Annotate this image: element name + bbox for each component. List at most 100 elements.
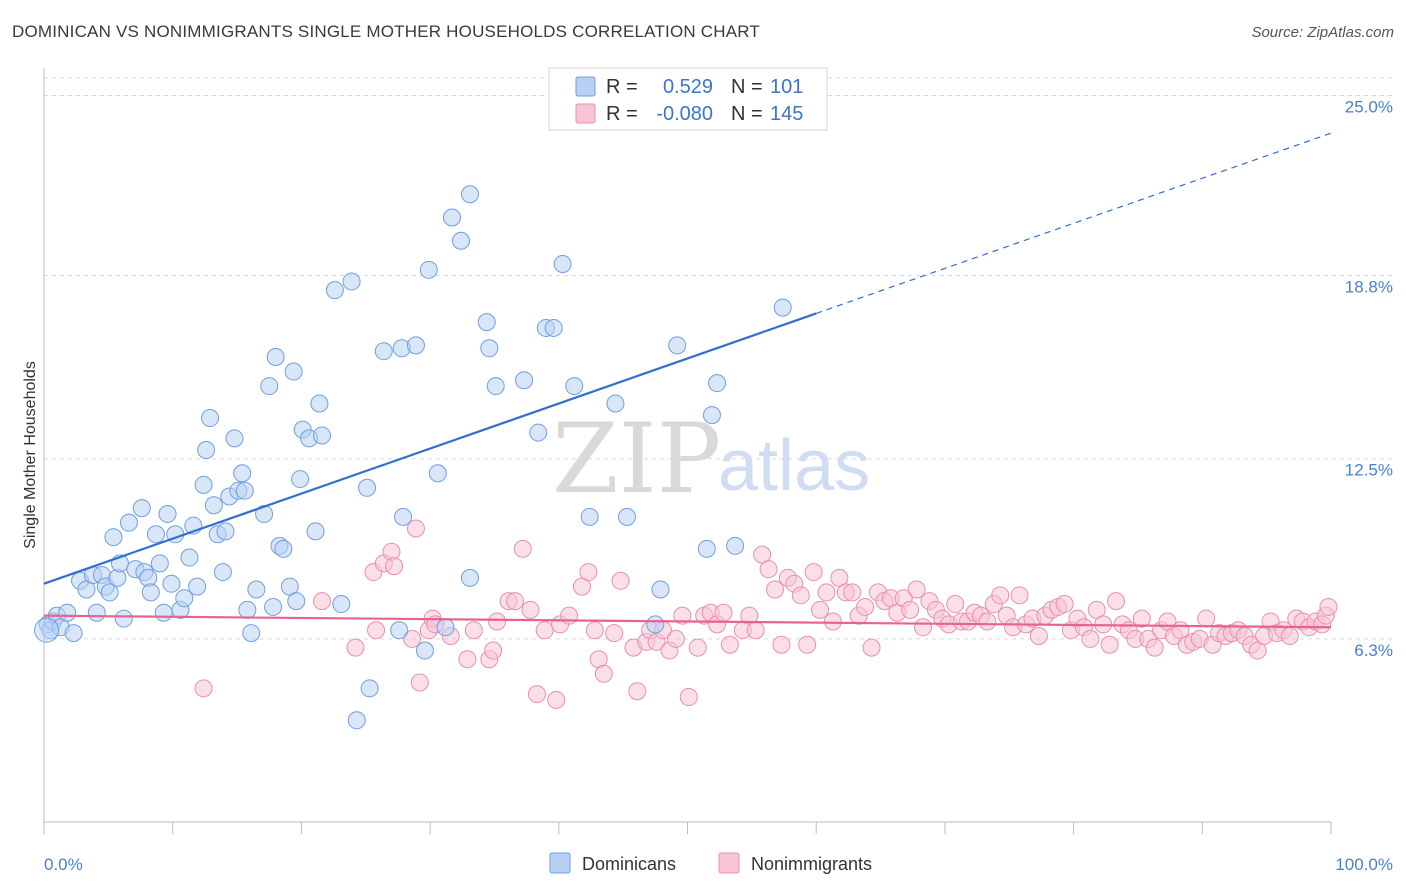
nonimmigrants-point (385, 557, 404, 576)
nonimmigrants-point (403, 629, 422, 648)
nonimmigrants-point (673, 606, 692, 625)
dominicans-point (646, 615, 665, 634)
nonimmigrants-point (1081, 629, 1100, 648)
nonimmigrants-point (464, 621, 483, 640)
dominicans-point (119, 513, 138, 532)
dominicans-point (114, 609, 133, 628)
nonimmigrants-point (579, 563, 598, 582)
dominicans-trendline (43, 312, 817, 585)
nonimmigrants-point (1319, 597, 1338, 616)
dominicans-point (175, 589, 194, 608)
dominicans-point (150, 554, 169, 573)
y-tick-labels: 6.3% 12.5% 18.8% 25.0% (1345, 97, 1393, 659)
x-tick-label-min: 0.0% (44, 855, 83, 874)
legend-n-value-1: 145 (770, 103, 803, 125)
dominicans-point (360, 679, 379, 698)
dominicans-point (480, 339, 499, 358)
nonimmigrants-point (410, 673, 429, 692)
dominicans-point (477, 313, 496, 332)
nonimmigrants-point (1055, 595, 1074, 614)
watermark-zip: ZIP (552, 403, 721, 515)
dominicans-point (266, 348, 285, 366)
dominicans-point (132, 499, 151, 518)
nonimmigrants-point (991, 586, 1010, 605)
legend-r-label-0: R = (606, 76, 638, 98)
nonimmigrants-point (484, 641, 503, 660)
dominicans-point (197, 441, 216, 459)
dominicans-point (374, 342, 393, 361)
nonimmigrants-point (513, 539, 532, 558)
dominicans-point (358, 478, 377, 497)
bottom-legend-swatch-nonimmigrants (718, 852, 740, 874)
nonimmigrants-point (766, 580, 785, 599)
nonimmigrants-point (458, 650, 477, 669)
bottom-legend-label-dominicans: Dominicans (582, 854, 676, 874)
legend-swatch-nonimmigrants (575, 103, 596, 124)
dominicans-point (347, 711, 366, 730)
dominicans-point (291, 470, 310, 489)
legend-r-value-1: -0.080 (656, 103, 713, 125)
dominicans-point (697, 539, 716, 558)
dominicans-point (565, 377, 584, 396)
dominicans-point (104, 528, 123, 547)
dominicans-point (34, 617, 60, 643)
nonimmigrants-point (1280, 627, 1299, 645)
dominicans-point (460, 568, 479, 587)
nonimmigrants-point (488, 612, 507, 631)
dominicans-point (255, 504, 274, 523)
nonimmigrants-point (720, 635, 739, 654)
watermark-atlas: atlas (718, 426, 870, 506)
nonimmigrants-point (856, 597, 875, 616)
nonimmigrants-point (714, 603, 733, 622)
dominicans-point (162, 574, 181, 593)
nonimmigrants-point (1029, 627, 1048, 645)
nonimmigrants-point (666, 629, 685, 648)
nonimmigrants-point (560, 606, 579, 625)
dominicans-point (606, 394, 625, 413)
dominicans-point (436, 618, 455, 637)
dominicans-point (264, 597, 283, 616)
nonimmigrants-point (605, 624, 624, 643)
dominicans-point (406, 336, 425, 355)
dominicans-point (213, 563, 232, 582)
dominicans-point (773, 298, 792, 317)
dominicans-point (580, 507, 599, 526)
dominicans-point (64, 624, 83, 643)
x-tick-labels: 0.0% 100.0% (44, 855, 1393, 874)
x-tick-label-max: 100.0% (1335, 855, 1393, 874)
nonimmigrants-point (946, 595, 965, 614)
nonimmigrants-point (791, 586, 810, 605)
dominicans-point (242, 624, 261, 643)
bottom-legend-label-nonimmigrants: Nonimmigrants (751, 854, 872, 874)
dominicans-point (442, 208, 461, 227)
dominicans-point (247, 580, 266, 599)
dominicans-point (651, 580, 670, 599)
nonimmigrants-point (914, 618, 933, 637)
legend-n-label-0: N = (731, 76, 763, 98)
dominicans-point (238, 600, 257, 619)
dominicans-point (188, 577, 207, 596)
dominicans-point (310, 394, 329, 413)
dominicans-point (419, 260, 438, 279)
nonimmigrants-point (594, 664, 613, 683)
dominicans-point (274, 539, 293, 558)
dominicans-point (451, 231, 470, 250)
y-tick-label: 12.5% (1345, 461, 1393, 480)
axes (43, 68, 1332, 834)
nonimmigrants-point (901, 600, 920, 619)
nonimmigrants-point (772, 635, 791, 654)
nonimmigrants-point (823, 612, 842, 631)
nonimmigrants-point (1107, 592, 1126, 611)
y-axis-title: Single Mother Households (22, 361, 39, 549)
nonimmigrants-point (521, 600, 540, 619)
dominicans-point (486, 377, 505, 396)
nonimmigrants-point (1010, 586, 1029, 605)
dominicans-point (325, 281, 344, 300)
nonimmigrants-point (746, 621, 765, 640)
dominicans-point (87, 603, 106, 622)
dominicans-point (58, 603, 77, 622)
dominicans-point (194, 475, 213, 494)
dominicans-point (260, 377, 279, 396)
nonimmigrants-point (194, 679, 213, 698)
